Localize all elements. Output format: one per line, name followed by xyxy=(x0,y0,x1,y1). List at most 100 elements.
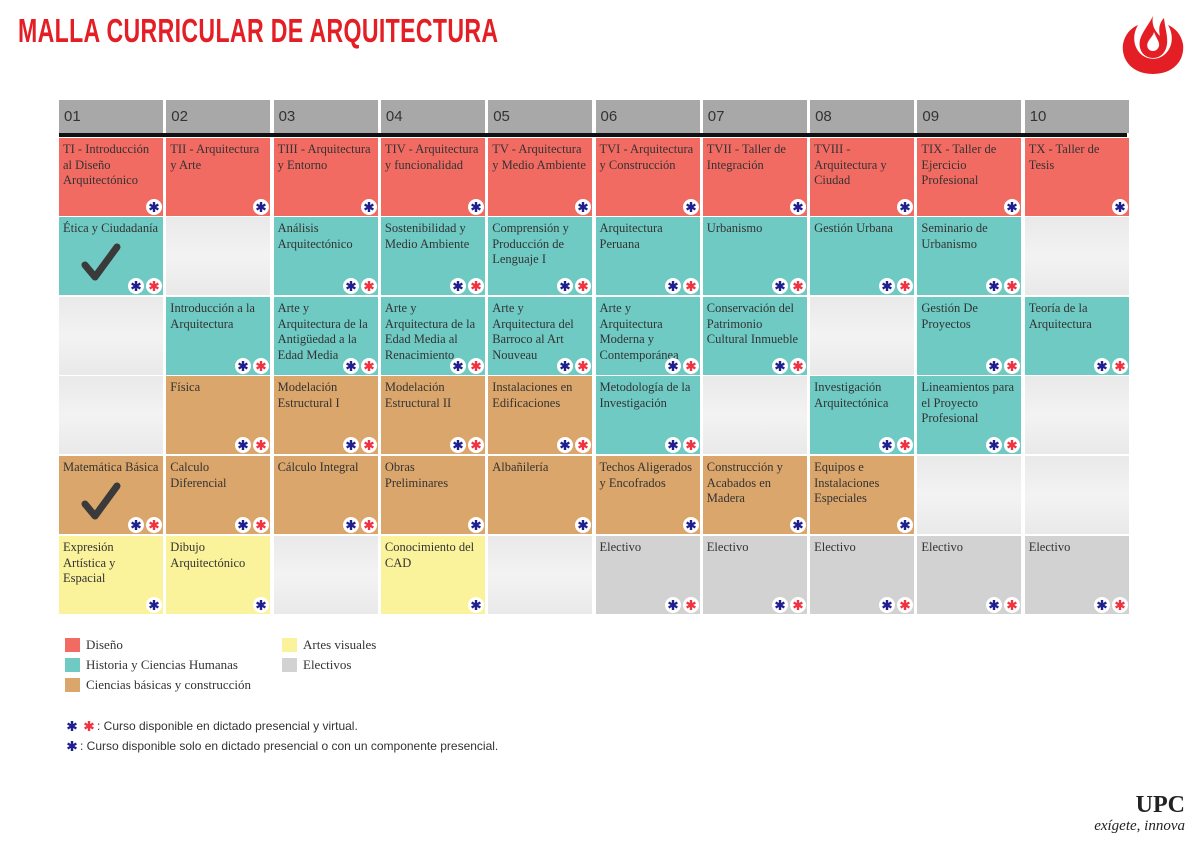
legend-label: Historia y Ciencias Humanas xyxy=(86,657,238,672)
course-name: Sostenibilidad y Medio Ambiente xyxy=(384,221,470,251)
asterisk xyxy=(578,282,589,290)
course-cell: TX - Taller de Tesis xyxy=(1024,138,1129,216)
asterisk xyxy=(345,441,356,449)
asterisk xyxy=(900,203,911,211)
course-cell: Electivo xyxy=(917,536,1022,614)
course-cell: Electivo xyxy=(595,536,700,614)
availability-icons xyxy=(253,597,270,613)
availability-icons xyxy=(682,517,699,533)
course-name: TIX - Taller de Ejercicio Profesional xyxy=(921,142,997,188)
empty-cell xyxy=(810,297,915,375)
asterisk xyxy=(1007,441,1018,449)
course-cell: Electivo xyxy=(810,536,915,614)
availability-icons xyxy=(557,278,592,294)
course-name: Investigación Arquitectónica xyxy=(814,380,889,410)
course-name: Instalaciones en Edificaciones xyxy=(492,380,573,410)
availability-icons xyxy=(235,437,270,453)
note-icons xyxy=(67,741,77,751)
asterisk xyxy=(363,203,374,211)
course-name: Teoría de la Arquitectura xyxy=(1028,301,1092,331)
course-name: Gestión Urbana xyxy=(814,221,893,235)
check-mark xyxy=(81,482,121,520)
legend-label: Ciencias básicas y construcción xyxy=(86,677,251,692)
empty-cell xyxy=(166,217,271,295)
course-cell: TIII - Arquitectura y Entorno xyxy=(273,138,378,216)
course-name: TVIII - Arquitectura y Ciudad xyxy=(814,142,887,188)
asterisk xyxy=(363,362,374,370)
availability-icons xyxy=(664,358,699,374)
asterisk xyxy=(900,601,911,609)
course-cell: Gestión De Proyectos xyxy=(917,297,1022,375)
course-cell: TVII - Taller de Integración xyxy=(702,138,807,216)
asterisk xyxy=(685,601,696,609)
empty-cell xyxy=(1024,456,1129,534)
semester-header: 03 xyxy=(273,100,378,133)
course-cell: Expresión Artística y Espacial xyxy=(59,536,163,614)
asterisk xyxy=(578,521,589,529)
course-name: Electivo xyxy=(921,540,964,554)
asterisk xyxy=(685,521,696,529)
note-text: : Curso disponible en dictado presencial… xyxy=(97,719,358,733)
course-name: Comprensión y Producción de Lenguaje I xyxy=(492,221,569,267)
semester-header: 09 xyxy=(917,100,1022,133)
asterisk xyxy=(792,521,803,529)
availability-icons xyxy=(771,278,806,294)
course-cell: TVIII - Arquitectura y Ciudad xyxy=(810,138,915,216)
course-cell: Electivo xyxy=(702,536,807,614)
asterisk xyxy=(256,441,267,449)
course-name: Arte y Arquitectura de la Edad Media al … xyxy=(384,301,476,362)
asterisk xyxy=(67,742,77,750)
availability-icons xyxy=(253,199,270,215)
asterisk xyxy=(149,521,159,529)
asterisk xyxy=(1007,362,1018,370)
asterisk xyxy=(774,362,785,370)
legend-swatch xyxy=(282,638,297,652)
availability-icons xyxy=(575,199,592,215)
course-name: Modelación Estructural I xyxy=(277,380,340,410)
asterisk xyxy=(989,362,1000,370)
course-cell: Análisis Arquitectónico xyxy=(273,217,378,295)
asterisk xyxy=(667,282,678,290)
asterisk xyxy=(792,282,803,290)
availability-icons xyxy=(771,597,806,613)
course-name: Arquitectura Peruana xyxy=(599,221,663,251)
availability-icons xyxy=(1093,358,1128,374)
course-cell: TIV - Arquitectura y funcionalidad xyxy=(380,138,485,216)
availability-icons xyxy=(789,199,806,215)
asterisk xyxy=(149,203,159,211)
course-cell: Construcción y Acabados en Madera xyxy=(702,456,807,534)
course-name: Análisis Arquitectónico xyxy=(277,221,353,251)
asterisk xyxy=(149,282,159,290)
availability-icons xyxy=(879,437,914,453)
availability-icons xyxy=(467,597,484,613)
availability-icons xyxy=(879,278,914,294)
course-name: Equipos e Instalaciones Especiales xyxy=(814,460,880,506)
course-name: Gestión De Proyectos xyxy=(921,301,978,331)
availability-icons xyxy=(146,199,162,215)
asterisk xyxy=(774,601,785,609)
availability-icons xyxy=(342,358,377,374)
asterisk xyxy=(363,441,374,449)
legend-label: Electivos xyxy=(303,657,352,672)
asterisk xyxy=(685,441,696,449)
availability-icons xyxy=(360,199,377,215)
course-cell: Equipos e Instalaciones Especiales xyxy=(810,456,915,534)
legend-swatch xyxy=(282,658,297,672)
availability-icons xyxy=(342,517,377,533)
course-cell: Obras Preliminares xyxy=(380,456,485,534)
availability-icons xyxy=(771,358,806,374)
legend-swatch xyxy=(65,678,80,692)
availability-icons xyxy=(342,278,377,294)
footer-slogan: exígete, innova xyxy=(1094,818,1185,834)
asterisk xyxy=(470,362,481,370)
course-cell: Arte y Arquitectura del Barroco al Art N… xyxy=(488,297,593,375)
course-cell: TI - Introducción al Diseño Arquitectóni… xyxy=(59,138,163,216)
course-cell: Comprensión y Producción de Lenguaje I xyxy=(488,217,593,295)
asterisk xyxy=(256,362,267,370)
empty-cell xyxy=(273,536,378,614)
asterisk xyxy=(792,601,803,609)
availability-icons xyxy=(1111,199,1128,215)
asterisk xyxy=(67,722,77,730)
course-name: Arte y Arquitectura de la Antigüedad a l… xyxy=(277,301,368,362)
